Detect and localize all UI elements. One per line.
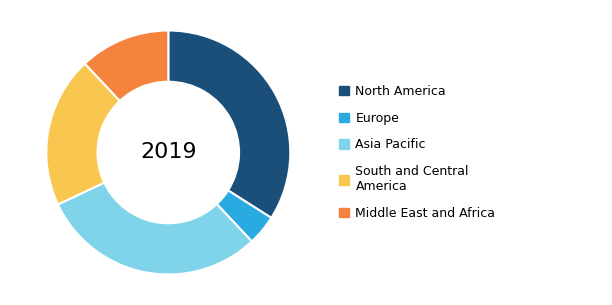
Wedge shape — [168, 30, 290, 218]
Wedge shape — [58, 183, 252, 274]
Wedge shape — [217, 190, 271, 242]
Legend: North America, Europe, Asia Pacific, South and Central
America, Middle East and : North America, Europe, Asia Pacific, Sou… — [339, 85, 496, 220]
Wedge shape — [47, 63, 120, 204]
Text: 2019: 2019 — [140, 142, 196, 163]
Wedge shape — [85, 30, 168, 101]
